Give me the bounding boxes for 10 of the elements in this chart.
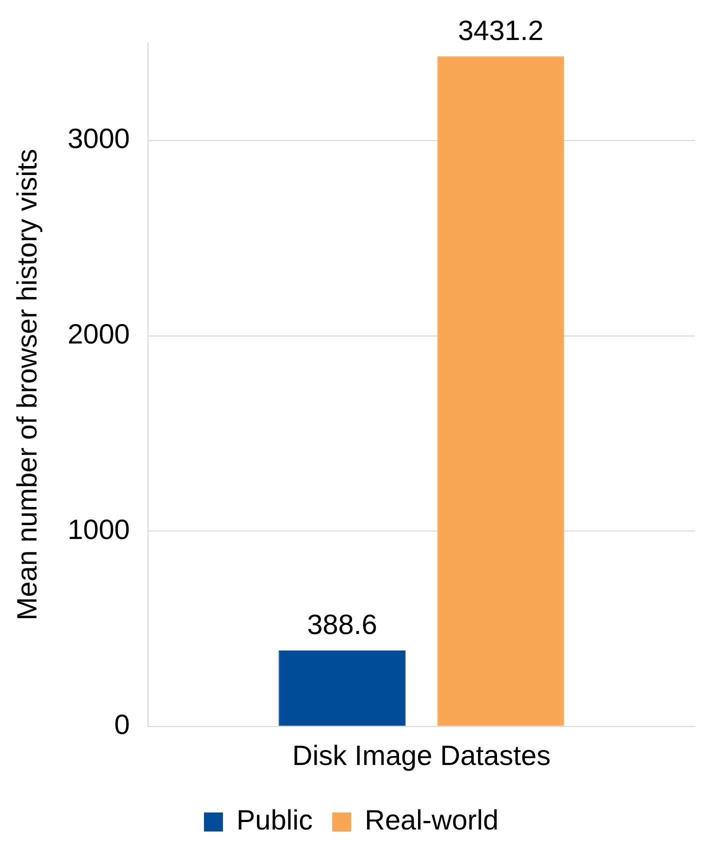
y-tick-label: 0 [114,709,130,740]
y-axis-title: Mean number of browser history visits [12,148,43,620]
legend-label: Public [236,804,313,836]
data-label: 3431.2 [458,14,544,46]
legend-label: Real-world [364,804,499,836]
x-tick-label: Disk Image Datastes [292,740,551,771]
data-label: 388.6 [307,609,378,640]
y-tick-label: 2000 [68,318,130,350]
y-tick-label: 3000 [68,123,130,154]
y-tick-label: 1000 [68,514,130,545]
